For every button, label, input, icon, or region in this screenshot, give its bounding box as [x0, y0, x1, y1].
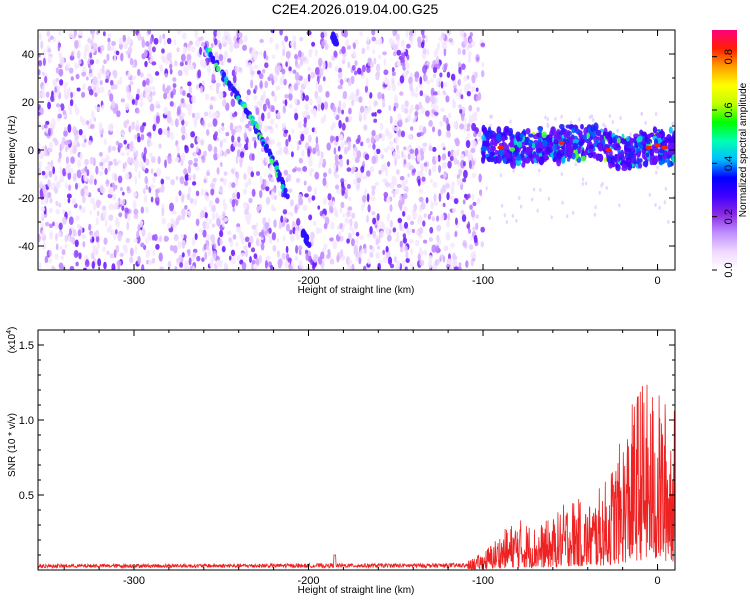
colorbar-tick-label: 0.2 [723, 209, 735, 224]
snr-y-label: SNR (10 * v/v) [7, 413, 18, 477]
spectrogram-x-label: Height of straight line (km) [298, 285, 415, 296]
x-tick-label: 0 [654, 275, 660, 287]
y-tick-label: 40 [22, 49, 34, 61]
spectrogram-y-axis: -40 -20 0 20 40 [18, 29, 675, 271]
y-tick-label: -40 [18, 241, 34, 253]
colorbar-tick-label: 0.6 [723, 102, 735, 117]
spectrogram-heatmap [38, 30, 675, 270]
x-tick-label: -200 [297, 575, 319, 587]
x-tick-label: 0 [654, 575, 660, 587]
snr-x-label: Height of straight line (km) [298, 585, 415, 596]
svg-text:(x104): (x104) [6, 327, 18, 354]
x-tick-label: -100 [472, 275, 494, 287]
colorbar-gradient [712, 30, 737, 270]
figure-title: C2E4.2026.019.04.00.G25 [272, 1, 439, 17]
x-tick-label: -300 [123, 575, 145, 587]
y-tick-label: 0 [28, 145, 34, 157]
snr-series-line [38, 384, 675, 570]
colorbar-label: Normalized spectral amplitude [738, 82, 749, 217]
colorbar-axis: 0.0 0.2 0.4 0.6 0.8 [712, 49, 735, 278]
snr-panel: -300 -200 -100 0 0.5 1.0 1.5 Height of straig… [6, 327, 676, 596]
x-tick-label: -300 [123, 275, 145, 287]
x-tick-label: -200 [297, 275, 319, 287]
colorbar-tick-label: 0.4 [723, 156, 735, 171]
snr-y-axis: 0.5 1.0 1.5 [19, 329, 675, 556]
y-tick-label: -20 [18, 193, 34, 205]
colorbar: 0.0 0.2 0.4 0.6 0.8 Normalized spectral ampl… [712, 30, 749, 278]
x-tick-label: -100 [472, 575, 494, 587]
y-tick-label: 1.5 [19, 340, 34, 352]
colorbar-tick-label: 0.8 [723, 49, 735, 64]
y-tick-label: 0.5 [19, 490, 34, 502]
y-tick-label: 1.0 [19, 415, 34, 427]
spectrogram-x-axis: -300 -200 -100 0 [63, 30, 661, 287]
spectrogram-y-label: Frequency (Hz) [7, 116, 18, 185]
colorbar-tick-label: 0.0 [723, 262, 735, 277]
snr-scale-label: (x104) [6, 327, 18, 354]
y-tick-label: 20 [22, 97, 34, 109]
snr-x-axis: -300 -200 -100 0 [63, 330, 661, 587]
